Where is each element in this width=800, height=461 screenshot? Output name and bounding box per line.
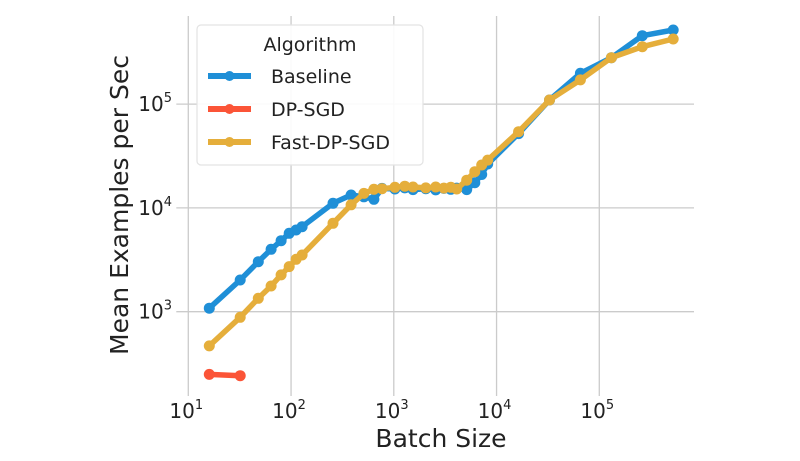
series-layer [203,24,679,382]
data-point-fast-dp-sgd [252,292,264,304]
data-point-dp-sgd [234,370,246,382]
data-point-fast-dp-sgd [469,166,481,178]
data-point-baseline [275,235,287,247]
data-point-fast-dp-sgd [275,269,287,281]
data-point-fast-dp-sgd [544,94,555,106]
x-tick-label: 102 [272,398,306,423]
data-point-baseline [636,30,648,42]
data-point-baseline [667,24,679,36]
x-tick-label: 105 [580,398,614,423]
legend-swatch-marker [224,104,235,114]
data-point-fast-dp-sgd [327,217,339,229]
data-point-fast-dp-sgd [358,187,370,199]
legend-label: Baseline [271,66,352,88]
y-tick-label: 104 [138,195,172,220]
legend-label: Fast-DP-SGD [271,132,390,154]
legend-swatch-marker [224,137,235,147]
legend-swatch-marker [224,71,235,81]
data-point-baseline [345,189,357,201]
data-point-fast-dp-sgd [407,181,419,193]
data-point-fast-dp-sgd [451,183,463,195]
y-axis-ticks: 103 104 105 [138,91,172,324]
data-point-baseline [327,197,339,209]
x-tick-label: 103 [375,398,409,423]
data-point-baseline [234,274,246,286]
data-point-fast-dp-sgd [399,180,411,192]
legend-label: DP-SGD [271,99,345,121]
y-tick-label: 105 [138,91,172,116]
data-point-fast-dp-sgd [234,311,246,323]
data-point-fast-dp-sgd [389,181,401,193]
data-point-baseline [265,243,277,255]
data-point-fast-dp-sgd [636,41,648,53]
data-point-fast-dp-sgd [482,154,494,166]
data-point-fast-dp-sgd [265,280,277,292]
data-point-fast-dp-sgd [513,126,525,138]
data-point-fast-dp-sgd [430,181,442,193]
series-fast-dp-sgd [203,33,679,352]
data-point-baseline [252,256,264,268]
data-point-fast-dp-sgd [461,174,473,186]
data-point-fast-dp-sgd [203,340,215,352]
data-point-fast-dp-sgd [420,182,432,194]
data-point-fast-dp-sgd [376,183,388,195]
data-point-fast-dp-sgd [574,74,586,86]
data-point-baseline [203,302,215,314]
legend-title: Algorithm [263,34,356,56]
x-tick-label: 104 [478,398,512,423]
data-point-baseline [461,184,473,196]
legend-box [196,24,424,166]
data-point-fast-dp-sgd [667,33,679,45]
series-dp-sgd [203,368,246,382]
data-point-fast-dp-sgd [283,261,295,273]
y-axis-label: Mean Examples per Sec [105,55,134,355]
legend: Algorithm Baseline DP-SGD Fast-DP-SGD [196,24,424,166]
x-axis-ticks: 101 102 103 104 105 [169,398,614,423]
legend-entry-baseline: Baseline [208,66,352,88]
data-point-baseline [368,193,380,205]
data-point-fast-dp-sgd [296,249,308,261]
data-point-fast-dp-sgd [345,199,357,211]
x-axis-label: Batch Size [375,424,506,453]
legend-entry-dp-sgd: DP-SGD [208,99,345,121]
legend-entry-fast-dp-sgd: Fast-DP-SGD [208,132,390,154]
data-point-fast-dp-sgd [605,52,617,64]
data-point-baseline [296,221,308,233]
y-tick-label: 103 [138,299,172,324]
data-point-dp-sgd [203,368,215,380]
x-tick-label: 101 [169,398,203,423]
data-point-fast-dp-sgd [368,183,380,195]
